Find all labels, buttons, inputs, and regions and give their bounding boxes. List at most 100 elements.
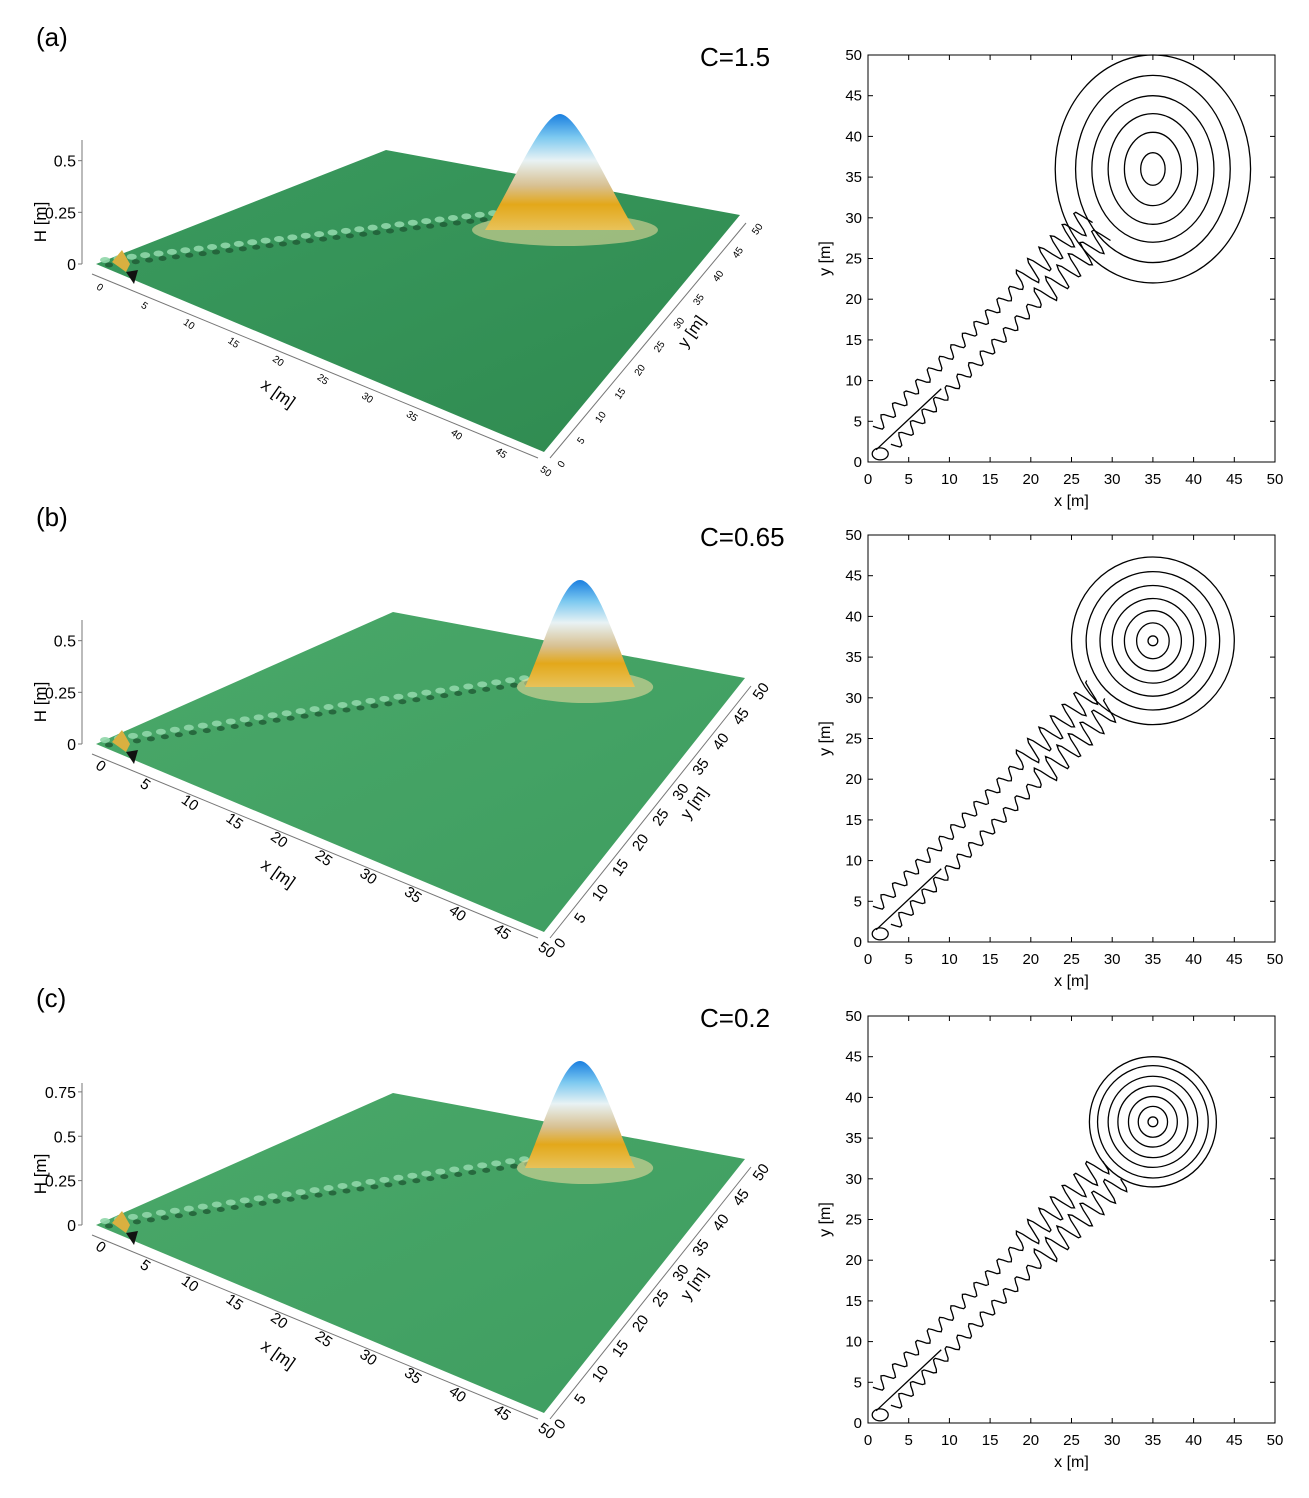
wave-crest: [127, 732, 138, 739]
y-tick-label: 0: [854, 454, 862, 471]
y-tick-label: 15: [613, 386, 629, 402]
wave-contour: [875, 388, 942, 451]
z-tick-label: 0.75: [45, 1085, 76, 1102]
x-tick-label: 25: [312, 1328, 335, 1351]
wave-trough: [412, 225, 421, 231]
wave-trough: [174, 732, 183, 738]
y-tick-label: 20: [845, 1252, 862, 1269]
y-tick-label: 15: [609, 856, 632, 879]
wave-trough: [216, 726, 225, 732]
wave-crest: [449, 1166, 460, 1173]
wave-crest: [394, 221, 405, 228]
wave-trough: [345, 233, 354, 239]
wave-crest: [505, 1158, 516, 1165]
wave-crest: [365, 697, 376, 704]
wave-trough: [370, 703, 379, 709]
wave-crest: [461, 213, 472, 220]
wave-trough: [244, 1202, 253, 1208]
x-axis-label: x [m]: [258, 855, 299, 892]
x-tick-label: 50: [1267, 1432, 1284, 1449]
y-tick-label: 45: [845, 88, 862, 105]
wave-crest: [211, 1201, 222, 1208]
wave-contour: [890, 698, 1117, 928]
y-tick-label: 5: [854, 413, 862, 430]
y-tick-label: 35: [689, 1236, 712, 1259]
wave-crest: [379, 695, 390, 702]
wave-crest: [505, 677, 516, 684]
wave-trough: [131, 259, 140, 265]
wave-trough: [468, 1169, 477, 1175]
x-axis-label: x [m]: [1054, 493, 1089, 510]
hump: [525, 1061, 635, 1168]
wave-trough: [479, 217, 488, 223]
y-tick-label: 45: [731, 245, 747, 261]
y-tick-label: 40: [845, 608, 862, 625]
wave-crest: [393, 1174, 404, 1181]
wave-crest: [381, 223, 392, 230]
contour-ring: [1147, 1116, 1159, 1128]
contour-ring: [1096, 1065, 1209, 1179]
wave-crest: [127, 1213, 138, 1220]
wave-crest: [354, 226, 365, 233]
wave-crest: [337, 1183, 348, 1189]
y-tick-label: 15: [845, 812, 862, 829]
x-tick-label: 25: [1063, 471, 1080, 488]
wave-crest: [153, 250, 164, 257]
wave-crest: [447, 214, 458, 221]
wave-trough: [426, 1176, 435, 1182]
wave-crest: [183, 1205, 194, 1212]
wave-crest: [337, 702, 348, 708]
x-axis-label: x [m]: [258, 375, 299, 412]
wave-crest: [281, 710, 292, 717]
wave-crest: [367, 224, 378, 231]
y-tick-label: 20: [633, 362, 649, 378]
source-spike: [112, 250, 130, 272]
x-tick-label: 30: [356, 1346, 379, 1369]
y-axis-label: y [m]: [817, 1202, 834, 1237]
wave-trough: [198, 251, 207, 257]
wave-trough: [212, 249, 221, 255]
y-tick-label: 45: [845, 1049, 862, 1066]
wave-trough: [238, 246, 247, 252]
contour-ring: [1054, 54, 1252, 284]
wave-trough: [482, 1167, 491, 1173]
x-tick-label: 25: [312, 847, 335, 870]
y-axis-label: y [m]: [817, 241, 834, 276]
contour-plot: 0 5 10 15 20 25 30 35 40 45 50 0 5 10 15 20 25 30 35 40 45 50…: [817, 47, 1283, 510]
x-tick-label: 45: [1226, 1432, 1243, 1449]
wave-train: [100, 669, 575, 748]
contour-ring: [1127, 1095, 1178, 1148]
contour-ring: [1099, 584, 1207, 697]
wave-crest: [281, 1191, 292, 1198]
wave-crest: [126, 253, 137, 260]
contour-ring: [1111, 597, 1195, 684]
wave-trough: [272, 1198, 281, 1204]
x-tick-label: 40: [449, 427, 465, 443]
y-tick-label: 35: [845, 649, 862, 666]
y-tick-label: 25: [845, 251, 862, 268]
y-tick-label: 40: [709, 730, 732, 753]
wave-trough: [230, 723, 239, 729]
y-tick-label: 10: [593, 409, 609, 425]
x-tick-label: 10: [178, 791, 201, 814]
z-tick-label: 0.25: [45, 685, 76, 702]
y-tick-label: 20: [845, 291, 862, 308]
wave-trough: [356, 1186, 365, 1192]
wave-crest: [421, 1170, 432, 1177]
y-tick-label: 15: [845, 332, 862, 349]
x-tick-label: 45: [490, 1401, 513, 1424]
z-tick-label: 0: [67, 737, 76, 754]
z-tick-label: 0.5: [54, 1129, 76, 1146]
wave-trough: [202, 728, 211, 734]
x-tick-label: 0: [92, 1238, 109, 1257]
wave-trough: [145, 257, 154, 263]
y-tick-label: 50: [750, 221, 766, 237]
wave-trough: [160, 734, 169, 740]
wave-crest: [323, 704, 334, 711]
courant-label: C=1.5: [700, 42, 771, 72]
wave-trough: [328, 709, 337, 715]
x-tick-label: 5: [905, 951, 913, 968]
wave-trough: [370, 1184, 379, 1190]
contour-ring: [1147, 635, 1159, 647]
wave-trough: [174, 1213, 183, 1219]
